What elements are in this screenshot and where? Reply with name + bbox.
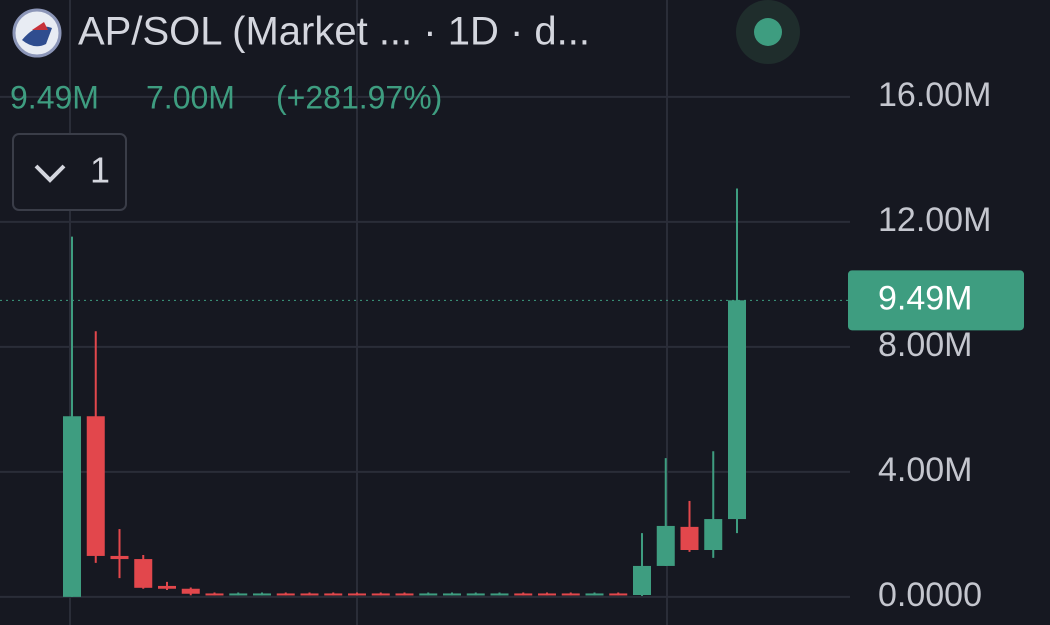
candle-body <box>633 565 651 595</box>
header-change: 7.00M <box>146 79 235 115</box>
candle-body <box>704 519 723 550</box>
toggle-box[interactable] <box>12 133 127 211</box>
indicator-toggle[interactable]: 1 <box>12 133 127 211</box>
candle-body <box>538 593 556 596</box>
candle-body <box>63 416 81 597</box>
header-change-pct: (+281.97%) <box>276 79 442 115</box>
candle-body <box>680 526 699 550</box>
candle-body <box>348 593 366 596</box>
candle-body <box>300 593 319 596</box>
candle-body <box>181 588 200 594</box>
candle-body <box>585 593 604 596</box>
y-tick-label: 12.00M <box>878 201 991 239</box>
candle-body <box>490 593 509 596</box>
candle-body <box>371 593 390 596</box>
candle-body <box>158 585 176 589</box>
candle-body <box>324 593 343 596</box>
candle-body <box>134 559 153 588</box>
candle-body <box>419 593 438 596</box>
candle-body <box>443 593 461 596</box>
y-tick-label: 0.0000 <box>878 576 982 614</box>
candle-body <box>395 593 414 596</box>
status-dot <box>754 18 782 46</box>
logo-shape <box>22 26 52 47</box>
candle-body <box>728 300 746 520</box>
indicator-count[interactable]: 1 <box>90 150 110 191</box>
chevron[interactable] <box>34 164 66 183</box>
candle-body <box>609 593 628 596</box>
last-price-label: 9.49M <box>878 279 973 317</box>
candle-body <box>656 525 675 566</box>
grid <box>0 0 850 625</box>
chart-title: AP/SOL (Market ... · 1D · d... <box>78 10 590 54</box>
header-last: 9.49M <box>10 79 99 115</box>
candle-body <box>466 593 485 596</box>
candle-body <box>205 593 224 596</box>
candle-body <box>110 555 129 560</box>
y-tick-label: 16.00M <box>878 76 991 114</box>
candle-body <box>86 416 105 556</box>
candle-body <box>229 593 248 596</box>
candle-body <box>561 593 580 596</box>
candle-body <box>253 593 271 596</box>
candle-body <box>276 593 295 596</box>
symbol-logo <box>12 8 62 58</box>
y-tick-label: 4.00M <box>878 451 973 489</box>
candle-body <box>514 593 533 596</box>
y-tick-label: 8.00M <box>878 326 973 364</box>
logo-shape <box>32 22 48 30</box>
last-price-box <box>848 270 1024 331</box>
